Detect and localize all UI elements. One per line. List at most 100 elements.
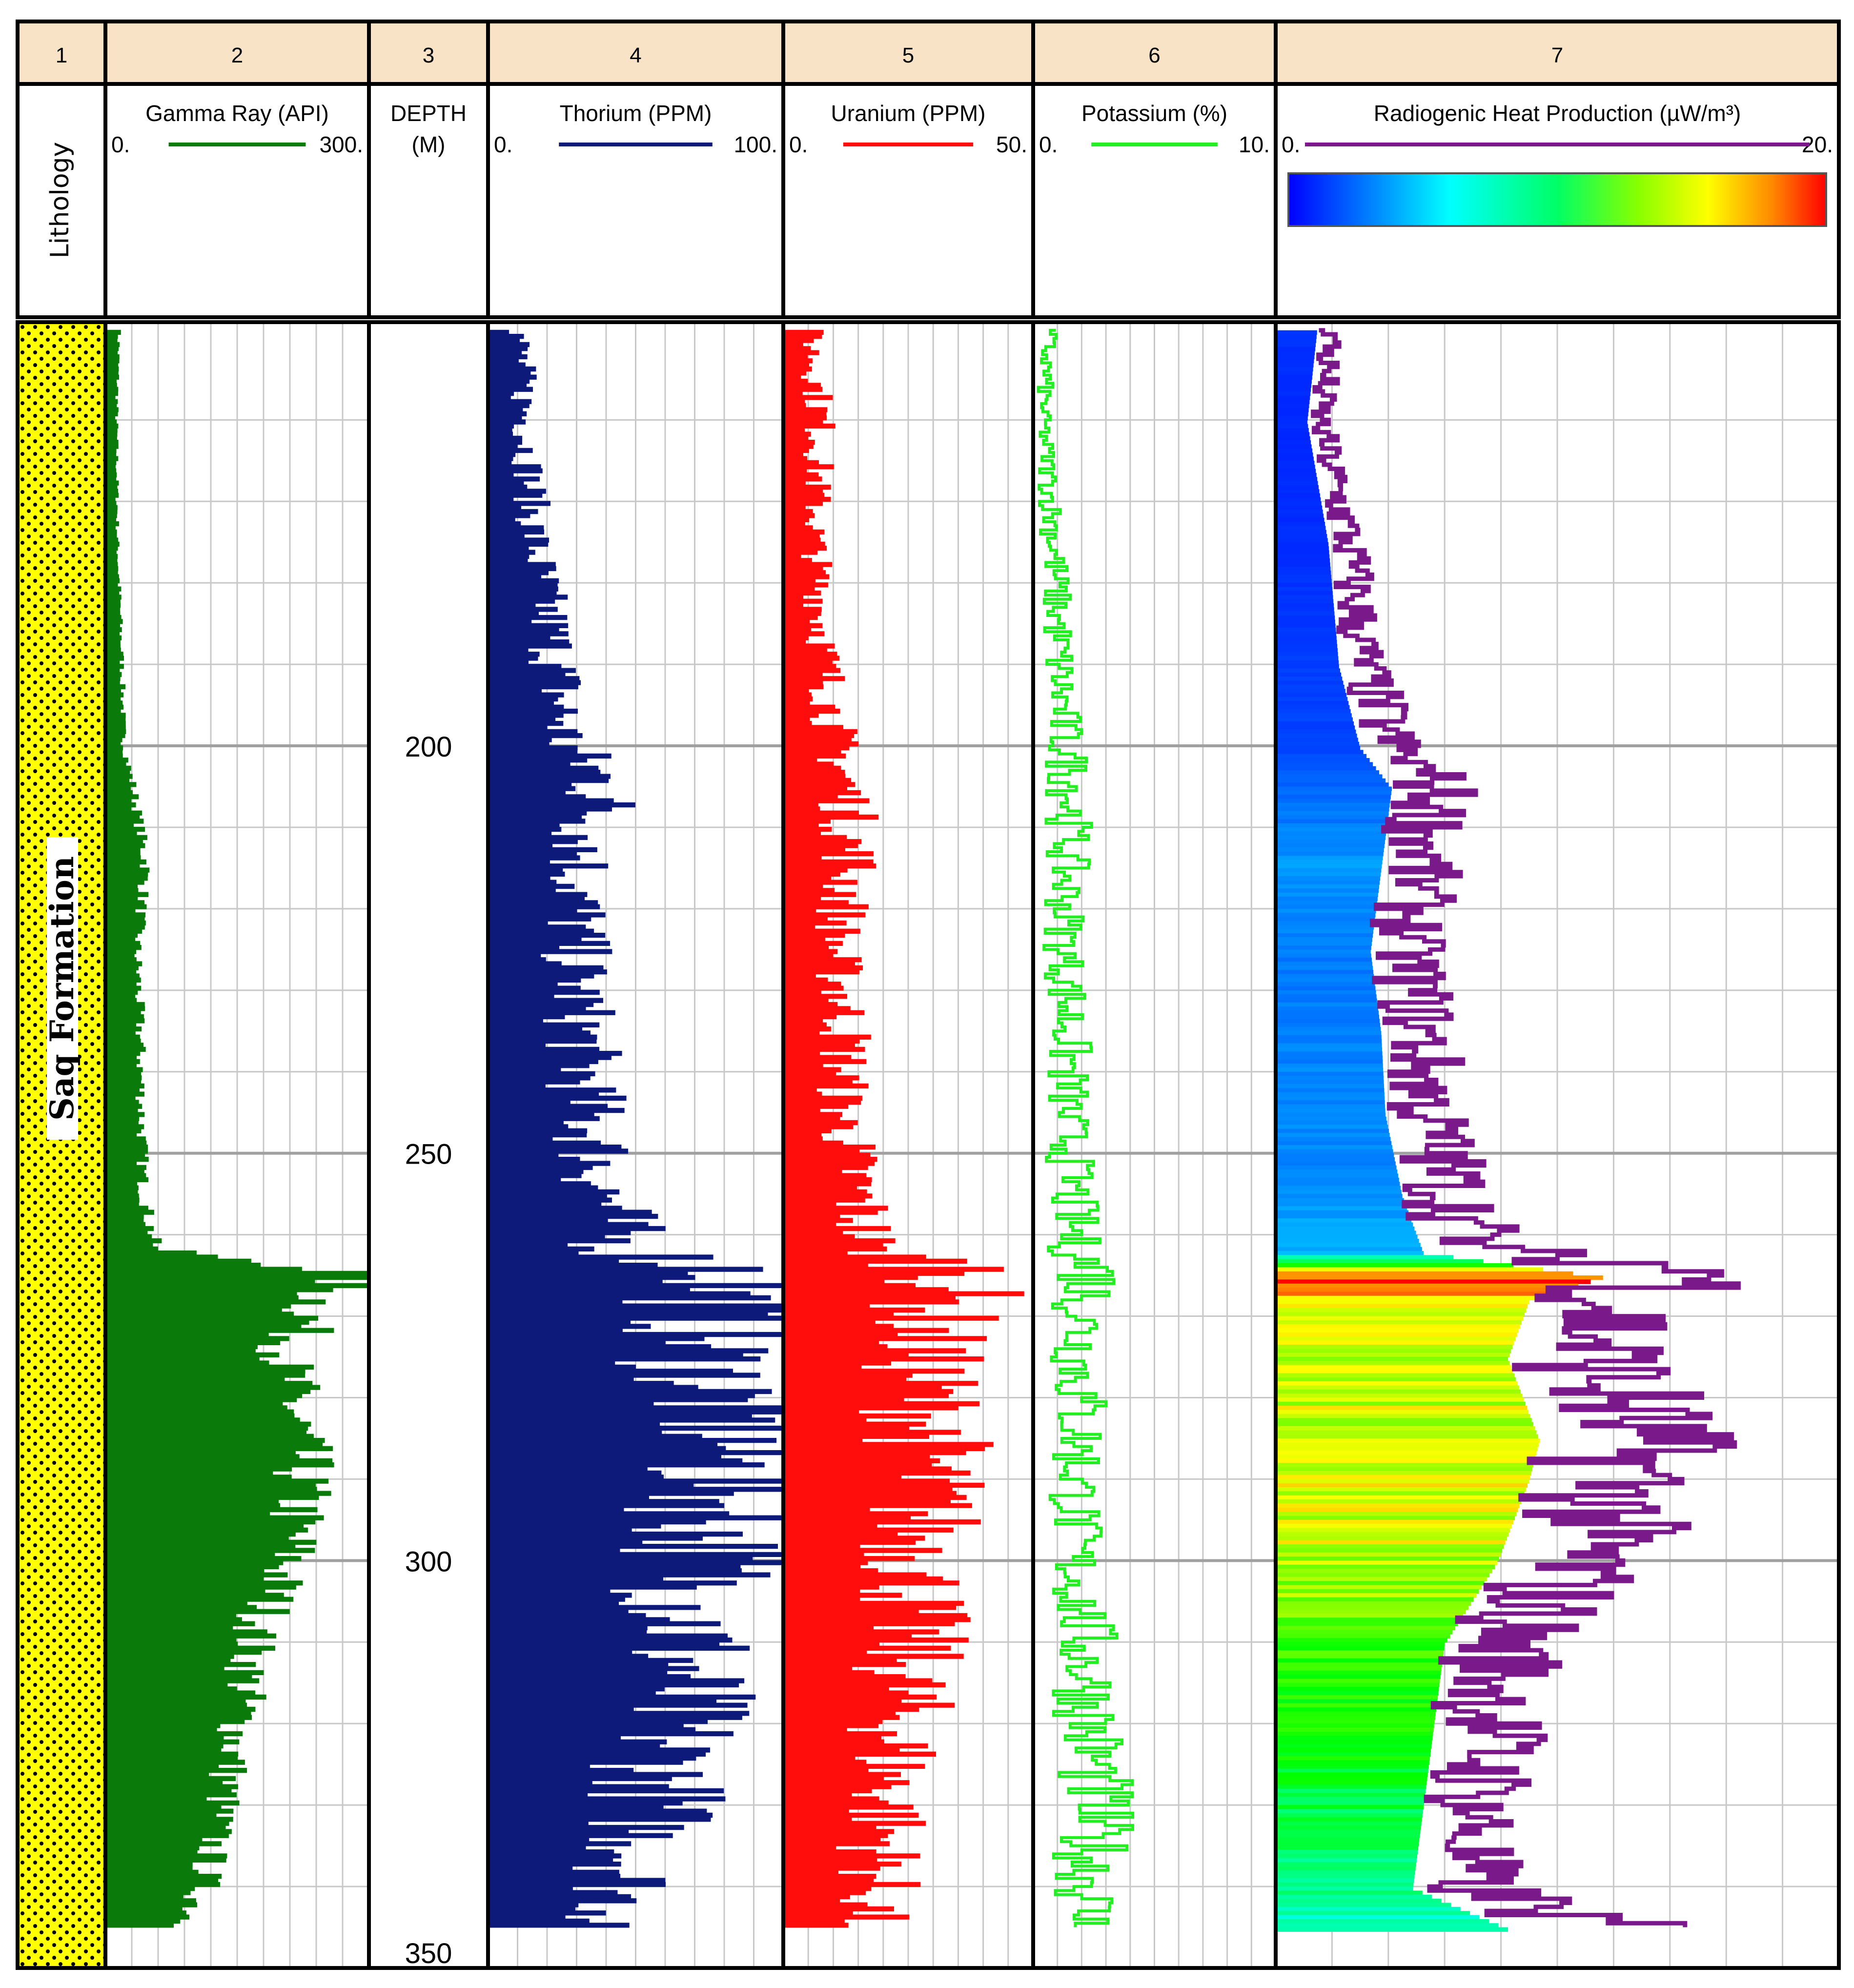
gr-color-band <box>1276 1373 1515 1378</box>
gr-color-band <box>1276 603 1334 608</box>
gr-color-band <box>1276 354 1315 360</box>
gr-color-band <box>1276 1512 1517 1517</box>
gr-color-band <box>1276 591 1333 596</box>
gr-color-band <box>1276 872 1381 877</box>
scale-min-4: 0. <box>494 132 512 157</box>
gr-color-band <box>1276 403 1309 409</box>
gr-color-band <box>1276 1255 1454 1260</box>
gr-color-band <box>1276 1186 1401 1190</box>
gr-color-band <box>1276 990 1376 995</box>
gr-color-band <box>1276 550 1329 555</box>
gr-color-band <box>1276 1666 1442 1671</box>
gr-color-band <box>1276 917 1375 922</box>
gr-color-band <box>1276 1715 1435 1720</box>
scale-max-5: 50. <box>996 132 1027 157</box>
gr-color-band <box>1276 1455 1536 1459</box>
gr-color-band <box>1276 1365 1511 1370</box>
gr-color-band <box>1276 611 1335 616</box>
gr-color-band <box>1276 896 1378 902</box>
gr-color-band <box>1276 811 1389 816</box>
depth-label-350: 350 <box>405 1938 452 1969</box>
gr-color-band <box>1276 501 1322 506</box>
gr-color-band <box>1276 1104 1385 1109</box>
gr-color-band <box>1276 799 1390 803</box>
body-background <box>18 322 1839 1968</box>
gr-color-band <box>1276 680 1344 685</box>
gr-color-band <box>1276 904 1377 909</box>
gr-color-band <box>1276 965 1373 971</box>
gr-color-band <box>1276 379 1312 384</box>
gr-color-band <box>1276 774 1383 779</box>
gr-color-band <box>1276 1638 1447 1643</box>
gr-color-band <box>1276 1776 1427 1782</box>
gr-color-band <box>1276 668 1340 673</box>
gr-color-band <box>1276 338 1316 343</box>
gr-color-band <box>1276 1467 1532 1472</box>
gr-color-band <box>1276 1349 1511 1353</box>
gr-color-band <box>1276 1560 1498 1565</box>
gr-color-band <box>1276 835 1386 840</box>
gr-color-band <box>1276 1128 1389 1133</box>
gr-color-band <box>1276 1397 1524 1402</box>
gr-color-band <box>1276 1238 1419 1244</box>
gr-color-band <box>1276 1524 1512 1529</box>
depth-label-250: 250 <box>405 1139 452 1170</box>
gr-color-band <box>1276 1536 1507 1541</box>
gr-color-band <box>1276 1275 1603 1280</box>
gr-color-band <box>1276 359 1314 364</box>
gr-color-band <box>1276 1108 1385 1113</box>
gr-color-band <box>1276 375 1312 380</box>
gr-color-band <box>1276 1499 1522 1504</box>
gr-color-band <box>1276 1300 1529 1305</box>
gr-color-band <box>1276 1006 1378 1011</box>
gr-color-band <box>1276 843 1385 848</box>
gr-color-band <box>1276 750 1364 755</box>
gr-color-band <box>1276 1564 1495 1570</box>
gr-color-band <box>1276 1120 1387 1126</box>
gr-color-band <box>1276 632 1337 636</box>
gr-color-band <box>1276 530 1326 535</box>
gr-color-band <box>1276 1597 1474 1602</box>
lithology-header: Lithology <box>45 142 75 259</box>
gr-color-band <box>1276 1837 1420 1843</box>
gr-color-band <box>1276 1707 1436 1712</box>
gr-color-band <box>1276 1153 1394 1158</box>
gr-color-band <box>1276 1882 1414 1887</box>
gr-color-band <box>1276 1010 1379 1015</box>
gr-color-band <box>1276 1206 1407 1211</box>
gr-color-band <box>1276 913 1376 918</box>
gr-color-band <box>1276 627 1336 633</box>
gr-color-band <box>1276 770 1380 775</box>
gr-color-band <box>1276 1487 1526 1492</box>
gr-color-band <box>1276 1312 1525 1317</box>
gr-color-band <box>1276 652 1338 657</box>
gr-color-band <box>1276 387 1311 392</box>
gr-color-band <box>1276 583 1332 588</box>
gr-color-band <box>1276 1222 1413 1227</box>
track-number-band <box>18 21 1839 84</box>
gr-color-band <box>1276 587 1333 592</box>
gr-color-band <box>1276 1736 1433 1741</box>
gr-color-band <box>1276 1014 1380 1020</box>
gr-color-band <box>1276 1059 1383 1065</box>
gr-color-band <box>1276 1377 1516 1382</box>
gr-color-band <box>1276 1088 1385 1093</box>
gr-color-band <box>1276 1214 1410 1219</box>
gr-color-band <box>1276 656 1339 661</box>
gr-color-band <box>1276 1283 1579 1289</box>
gr-color-band <box>1276 660 1339 665</box>
scale-min-5: 0. <box>789 132 808 157</box>
gr-color-band <box>1276 970 1374 975</box>
gr-color-band <box>1276 1833 1420 1838</box>
gr-color-band <box>1276 962 1372 966</box>
header-frame <box>16 20 1841 319</box>
gr-color-band <box>1276 1169 1398 1174</box>
gr-color-band <box>1276 1605 1468 1610</box>
gr-color-band <box>1276 1642 1445 1647</box>
gr-color-band <box>1276 998 1377 1003</box>
log-header: 1 Lithology 2 Gamma Ray (API) 0. 300. 3 DEPTH (M… <box>16 20 1841 319</box>
gr-color-band <box>1276 363 1314 368</box>
gr-color-band <box>1276 1573 1490 1578</box>
gr-color-band <box>1276 1112 1386 1117</box>
gr-color-band <box>1276 1662 1442 1667</box>
